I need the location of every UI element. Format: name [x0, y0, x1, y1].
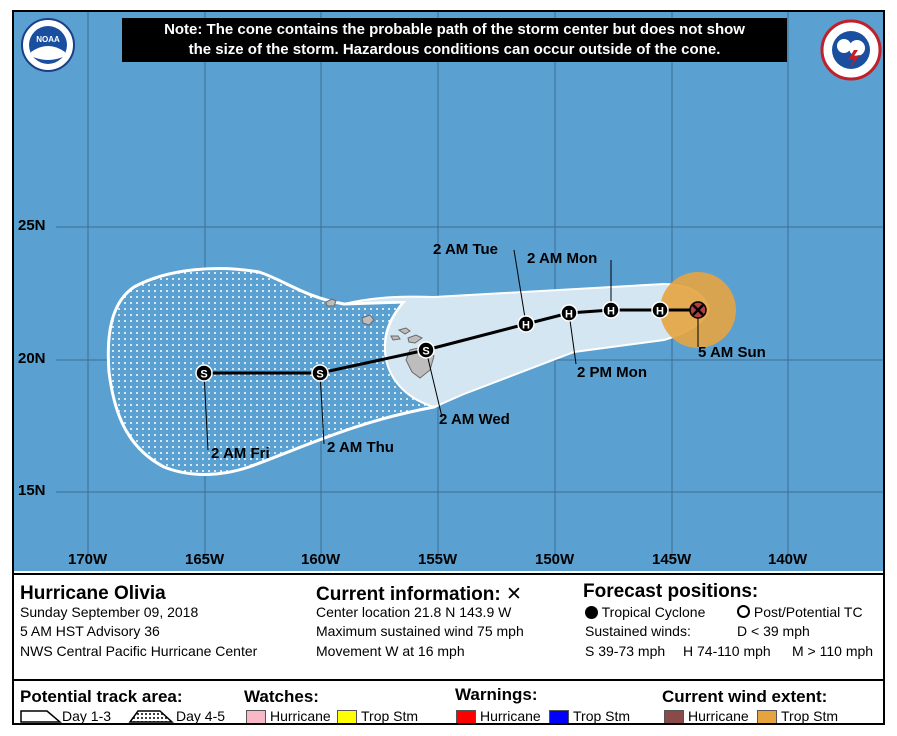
day4-5-label: Day 4-5 [176, 708, 226, 724]
legend-s: S 39-73 mph [585, 643, 666, 659]
open-circle-icon [737, 605, 750, 618]
wind-hurricane-swatch [664, 710, 684, 723]
svg-text:S: S [422, 346, 429, 358]
current-location: Center location 21.8 N 143.9 W [316, 604, 512, 620]
legend-h: H 74-110 mph [683, 643, 771, 659]
lon-label-140w: 140W [768, 551, 808, 568]
track-label-2am-mon: 2 AM Mon [527, 250, 598, 267]
lat-label-20n: 20N [18, 350, 46, 367]
watch-tropstm-swatch [337, 710, 357, 723]
close-x-icon: ✕ [506, 584, 522, 605]
cone-note-banner: Note: The cone contains the probable pat… [122, 18, 787, 62]
warn-hurricane-swatch [456, 710, 476, 723]
track-label-2am-wed: 2 AM Wed [439, 411, 510, 428]
legend-sustained-winds: Sustained winds: [585, 623, 691, 639]
track-label-2am-fri: 2 AM Fri [211, 445, 270, 462]
storm-advisory: 5 AM HST Advisory 36 [20, 623, 160, 639]
track-point-s-2: S [311, 364, 329, 382]
graphic-frame: H H H H S S S [12, 10, 885, 725]
lon-label-165w: 165W [185, 551, 225, 568]
legend-separator [14, 679, 883, 681]
day1-3-label: Day 1-3 [62, 708, 112, 724]
warn-tropstm-label: Trop Stm [573, 708, 631, 724]
storm-center: NWS Central Pacific Hurricane Center [20, 643, 258, 659]
lat-label-25n: 25N [18, 217, 46, 234]
warnings-title: Warnings: [455, 685, 538, 704]
legend-m: M > 110 mph [792, 643, 874, 659]
track-label-2pm-mon: 2 PM Mon [577, 364, 647, 381]
nws-logo [820, 19, 882, 81]
track-label-5am-sun: 5 AM Sun [698, 344, 766, 361]
svg-text:H: H [656, 306, 664, 318]
svg-text:NOAA: NOAA [36, 35, 60, 44]
watch-tropstm-label: Trop Stm [361, 708, 419, 724]
track-label-2am-thu: 2 AM Thu [327, 439, 394, 456]
wind-extent-title: Current wind extent: [662, 687, 828, 706]
track-point-h-2: H [602, 301, 620, 319]
track-point-h-1: H [651, 301, 669, 319]
forecast-positions-title: Forecast positions: [583, 581, 759, 602]
lon-label-155w: 155W [418, 551, 458, 568]
filled-circle-icon [585, 606, 598, 619]
wind-hurricane-label: Hurricane [688, 708, 749, 724]
current-info-title: Current information: ✕ [316, 584, 522, 605]
watch-hurricane-swatch [246, 710, 266, 723]
track-point-h-4: H [517, 315, 535, 333]
storm-date: Sunday September 09, 2018 [20, 604, 199, 620]
lon-label-160w: 160W [301, 551, 341, 568]
track-point-s-3: S [195, 364, 213, 382]
current-position-marker [689, 301, 707, 319]
day4-5-swatch-icon [128, 710, 174, 723]
track-point-s-1: S [417, 341, 435, 359]
svg-text:H: H [522, 320, 530, 332]
lon-label-145w: 145W [652, 551, 692, 568]
lon-label-170w: 170W [68, 551, 108, 568]
svg-text:S: S [316, 369, 323, 381]
track-area-title: Potential track area: [20, 687, 183, 706]
svg-text:H: H [565, 309, 573, 321]
wind-tropstm-swatch [757, 710, 777, 723]
track-point-h-3: H [560, 304, 578, 322]
warn-tropstm-swatch [549, 710, 569, 723]
watches-title: Watches: [244, 687, 319, 706]
legend-tropical-cyclone: Tropical Cyclone [585, 604, 705, 620]
lon-label-150w: 150W [535, 551, 575, 568]
current-wind: Maximum sustained wind 75 mph [316, 623, 524, 639]
map-canvas: H H H H S S S [21, 12, 883, 557]
lat-label-15n: 15N [18, 482, 46, 499]
wind-tropstm-label: Trop Stm [781, 708, 839, 724]
track-label-2am-tue: 2 AM Tue [433, 241, 499, 258]
legend-post-tc: Post/Potential TC [737, 604, 863, 620]
svg-text:S: S [200, 369, 207, 381]
label-leaders [203, 249, 699, 451]
current-movement: Movement W at 16 mph [316, 643, 465, 659]
warn-hurricane-label: Hurricane [480, 708, 541, 724]
day1-3-swatch-icon [20, 710, 62, 723]
forecast-map: H H H H S S S [14, 12, 883, 571]
legend-d: D < 39 mph [737, 623, 810, 639]
storm-name: Hurricane Olivia [20, 583, 166, 604]
legend-panel: Hurricane Olivia Sunday September 09, 20… [14, 573, 883, 724]
note-line-1: Note: The cone contains the probable pat… [164, 21, 745, 38]
note-line-2: the size of the storm. Hazardous conditi… [188, 41, 721, 58]
noaa-logo: NOAA [21, 18, 75, 72]
watch-hurricane-label: Hurricane [270, 708, 331, 724]
svg-text:H: H [607, 306, 615, 318]
